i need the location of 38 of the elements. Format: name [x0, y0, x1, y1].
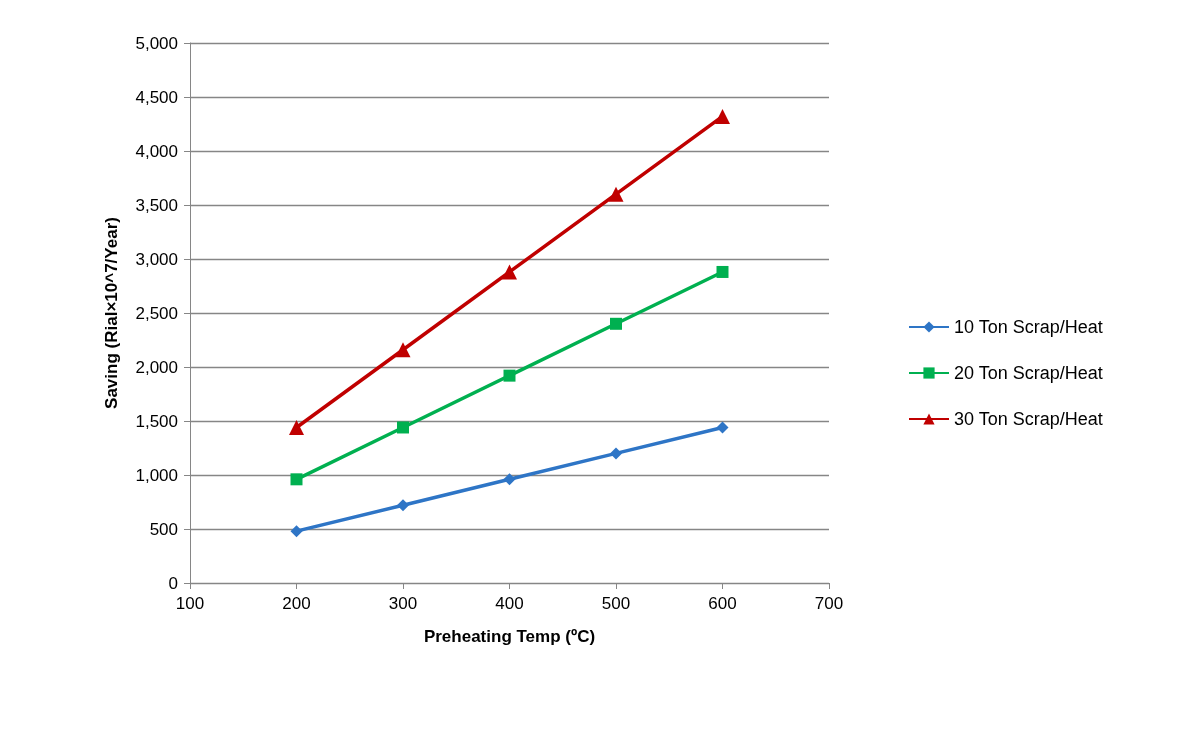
point [503, 473, 516, 486]
point [715, 108, 730, 124]
y-tick-label: 2,500 [135, 303, 178, 323]
point [397, 421, 409, 434]
x-tick-label: 600 [708, 594, 737, 613]
point [290, 473, 303, 486]
point [502, 264, 517, 280]
x-tick-label: 700 [814, 594, 844, 613]
point [395, 342, 411, 358]
point [610, 317, 622, 330]
point [716, 265, 729, 278]
point [608, 186, 624, 202]
y-tick-label: 4,500 [135, 87, 178, 107]
x-tick-label: 500 [601, 594, 631, 613]
y-tick-label: 500 [149, 519, 178, 539]
y-tick-label: 1,000 [135, 465, 178, 485]
y-tick-label: 1,500 [135, 411, 178, 431]
point [289, 419, 304, 435]
point [290, 525, 303, 538]
y-axis-title: Saving (Rial×10^7/Year) [102, 217, 121, 409]
y-tick-label: 3,000 [135, 249, 178, 269]
point [610, 447, 622, 460]
x-tick-label: 300 [388, 594, 418, 613]
legend-label: 20 Ton Scrap/Heat [954, 363, 1103, 383]
point [503, 369, 516, 382]
y-tick-label: 2,000 [135, 357, 178, 377]
x-tick-label: 100 [175, 594, 205, 613]
y-tick-label: 0 [168, 573, 178, 593]
legend-label: 30 Ton Scrap/Heat [954, 409, 1103, 429]
x-tick-label: 200 [282, 594, 311, 613]
legend-label: 10 Ton Scrap/Heat [954, 317, 1103, 337]
y-tick-label: 5,000 [135, 33, 178, 53]
y-tick-label: 3,500 [135, 195, 178, 215]
x-axis-title: Preheating Temp (ºC) [423, 627, 596, 646]
point [397, 499, 409, 512]
y-tick-label: 4,000 [135, 141, 178, 161]
point [716, 421, 729, 434]
x-tick-label: 400 [495, 594, 524, 613]
